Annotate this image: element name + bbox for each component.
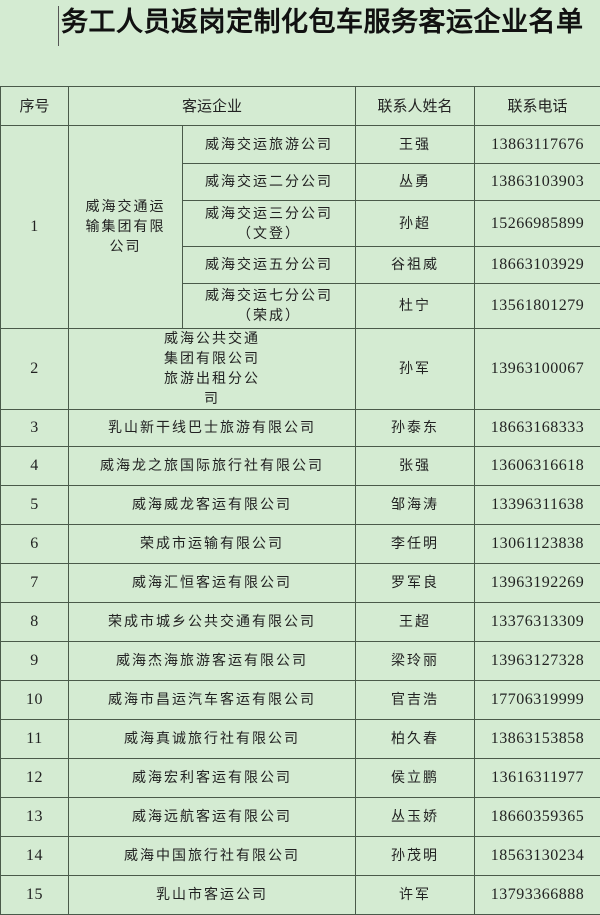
table-row: 7 威海汇恒客运有限公司 罗军良 13963192269 [1, 564, 600, 603]
row-no: 3 [1, 410, 69, 447]
sub-company: 威海交运二分公司 [183, 164, 356, 201]
contact-phone: 13606316618 [475, 447, 600, 486]
contact-phone: 18563130234 [475, 837, 600, 876]
table-row: 13 威海远航客运有限公司 丛玉娇 18660359365 [1, 798, 600, 837]
contact-name: 许军 [356, 876, 475, 915]
company-name: 乳山市客运公司 [69, 876, 356, 915]
company-name: 威海中国旅行社有限公司 [69, 837, 356, 876]
row-no: 13 [1, 798, 69, 837]
contact-name: 孙超 [356, 201, 475, 247]
contact-phone: 13863103903 [475, 164, 600, 201]
header-row: 序号 客运企业 联系人姓名 联系电话 [1, 87, 600, 126]
company-name: 威海威龙客运有限公司 [69, 486, 356, 525]
table-row: 4 威海龙之旅国际旅行社有限公司 张强 13606316618 [1, 447, 600, 486]
contact-name: 柏久春 [356, 720, 475, 759]
company-name: 威海远航客运有限公司 [69, 798, 356, 837]
contact-phone: 13061123838 [475, 525, 600, 564]
sub-company: 威海交运三分公司（文登） [183, 201, 356, 247]
row-no: 1 [1, 126, 69, 329]
contact-name: 孙军 [356, 329, 475, 410]
contact-phone: 13963127328 [475, 642, 600, 681]
row-no: 2 [1, 329, 69, 410]
table-row: 9 威海杰海旅游客运有限公司 梁玲丽 13963127328 [1, 642, 600, 681]
contact-name: 罗军良 [356, 564, 475, 603]
contact-name: 王超 [356, 603, 475, 642]
row-no: 12 [1, 759, 69, 798]
table-row: 14 威海中国旅行社有限公司 孙茂明 18563130234 [1, 837, 600, 876]
contact-name: 王强 [356, 126, 475, 164]
contact-name: 李任明 [356, 525, 475, 564]
row-no: 15 [1, 876, 69, 915]
table-row: 6 荣成市运输有限公司 李任明 13061123838 [1, 525, 600, 564]
sub-company: 威海交运旅游公司 [183, 126, 356, 164]
row-no: 4 [1, 447, 69, 486]
contact-name: 孙茂明 [356, 837, 475, 876]
row-no: 11 [1, 720, 69, 759]
company-name: 威海汇恒客运有限公司 [69, 564, 356, 603]
contact-phone: 13616311977 [475, 759, 600, 798]
table-row: 3 乳山新干线巴士旅游有限公司 孙泰东 18663168333 [1, 410, 600, 447]
row-no: 9 [1, 642, 69, 681]
table-row: 15 乳山市客运公司 许军 13793366888 [1, 876, 600, 915]
company-name: 威海公共交通集团有限公司旅游出租分公司 [69, 329, 356, 410]
header-company: 客运企业 [69, 87, 356, 126]
contact-name: 梁玲丽 [356, 642, 475, 681]
row-no: 8 [1, 603, 69, 642]
company-name: 乳山新干线巴士旅游有限公司 [69, 410, 356, 447]
contact-phone: 15266985899 [475, 201, 600, 247]
contact-name: 邹海涛 [356, 486, 475, 525]
sub-company: 威海交运五分公司 [183, 247, 356, 284]
company-name: 威海龙之旅国际旅行社有限公司 [69, 447, 356, 486]
company-name: 荣成市运输有限公司 [69, 525, 356, 564]
contact-name: 丛玉娇 [356, 798, 475, 837]
table-row: 8 荣成市城乡公共交通有限公司 王超 13376313309 [1, 603, 600, 642]
table-row: 11 威海真诚旅行社有限公司 柏久春 13863153858 [1, 720, 600, 759]
header-contact: 联系人姓名 [356, 87, 475, 126]
contact-phone: 18660359365 [475, 798, 600, 837]
table-row: 10 威海市昌运汽车客运有限公司 官吉浩 17706319999 [1, 681, 600, 720]
contact-name: 杜宁 [356, 284, 475, 329]
contact-phone: 13376313309 [475, 603, 600, 642]
contact-phone: 13863153858 [475, 720, 600, 759]
page-title: 务工人员返岗定制化包车服务客运企业名单 [58, 6, 584, 46]
company-name: 荣成市城乡公共交通有限公司 [69, 603, 356, 642]
row-no: 5 [1, 486, 69, 525]
contact-name: 孙泰东 [356, 410, 475, 447]
contact-name: 丛勇 [356, 164, 475, 201]
company-name: 威海宏利客运有限公司 [69, 759, 356, 798]
header-no: 序号 [1, 87, 69, 126]
contact-phone: 18663168333 [475, 410, 600, 447]
contact-phone: 13963192269 [475, 564, 600, 603]
contact-phone: 13863117676 [475, 126, 600, 164]
parent-company: 威海交通运输集团有限公司 [69, 126, 183, 329]
contact-phone: 17706319999 [475, 681, 600, 720]
row-no: 7 [1, 564, 69, 603]
table-row: 2 威海公共交通集团有限公司旅游出租分公司 孙军 13963100067 [1, 329, 600, 410]
table-row: 5 威海威龙客运有限公司 邹海涛 13396311638 [1, 486, 600, 525]
contact-phone: 13561801279 [475, 284, 600, 329]
header-phone: 联系电话 [475, 87, 600, 126]
row-no: 6 [1, 525, 69, 564]
row-no: 14 [1, 837, 69, 876]
company-name: 威海杰海旅游客运有限公司 [69, 642, 356, 681]
table-row: 12 威海宏利客运有限公司 侯立鹏 13616311977 [1, 759, 600, 798]
contact-name: 侯立鹏 [356, 759, 475, 798]
contact-name: 张强 [356, 447, 475, 486]
contact-phone: 13793366888 [475, 876, 600, 915]
row-no: 10 [1, 681, 69, 720]
contact-name: 官吉浩 [356, 681, 475, 720]
company-name: 威海真诚旅行社有限公司 [69, 720, 356, 759]
contact-phone: 18663103929 [475, 247, 600, 284]
company-name: 威海市昌运汽车客运有限公司 [69, 681, 356, 720]
sub-company: 威海交运七分公司（荣成） [183, 284, 356, 329]
contact-name: 谷祖威 [356, 247, 475, 284]
contact-phone: 13396311638 [475, 486, 600, 525]
contact-phone: 13963100067 [475, 329, 600, 410]
